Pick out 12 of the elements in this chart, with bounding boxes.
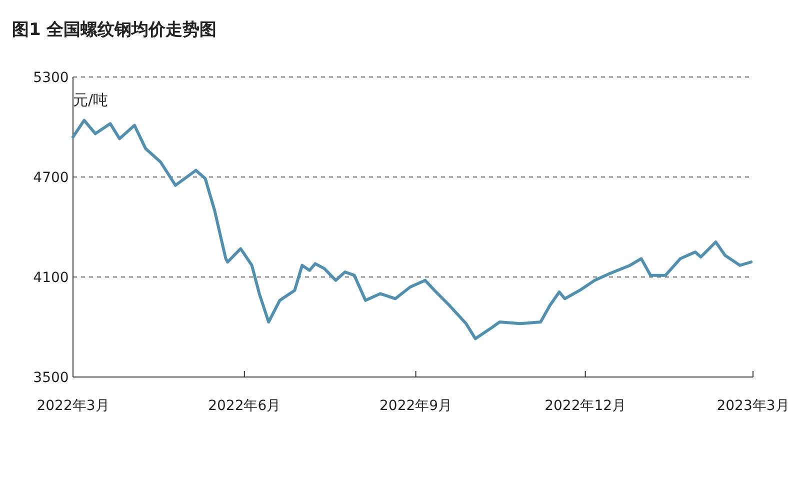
y-tick-label: 4700 [33,170,69,186]
x-tick-label: 2022年6月 [208,398,281,414]
y-tick-label: 4100 [33,270,69,286]
line-series [72,118,753,340]
x-tick-label: 2022年9月 [380,398,452,414]
y-tick-label: 3500 [33,370,69,386]
y-axis-title: 元/吨 [73,91,108,109]
chart-title: 图1 全国螺纹钢均价走势图 [12,20,217,40]
x-tick-label: 2022年3月 [36,398,110,414]
y-tick-label: 5300 [33,70,69,86]
x-tick-label: 2022年12月 [544,398,626,414]
x-tick-label: 2023年3月 [716,398,790,414]
